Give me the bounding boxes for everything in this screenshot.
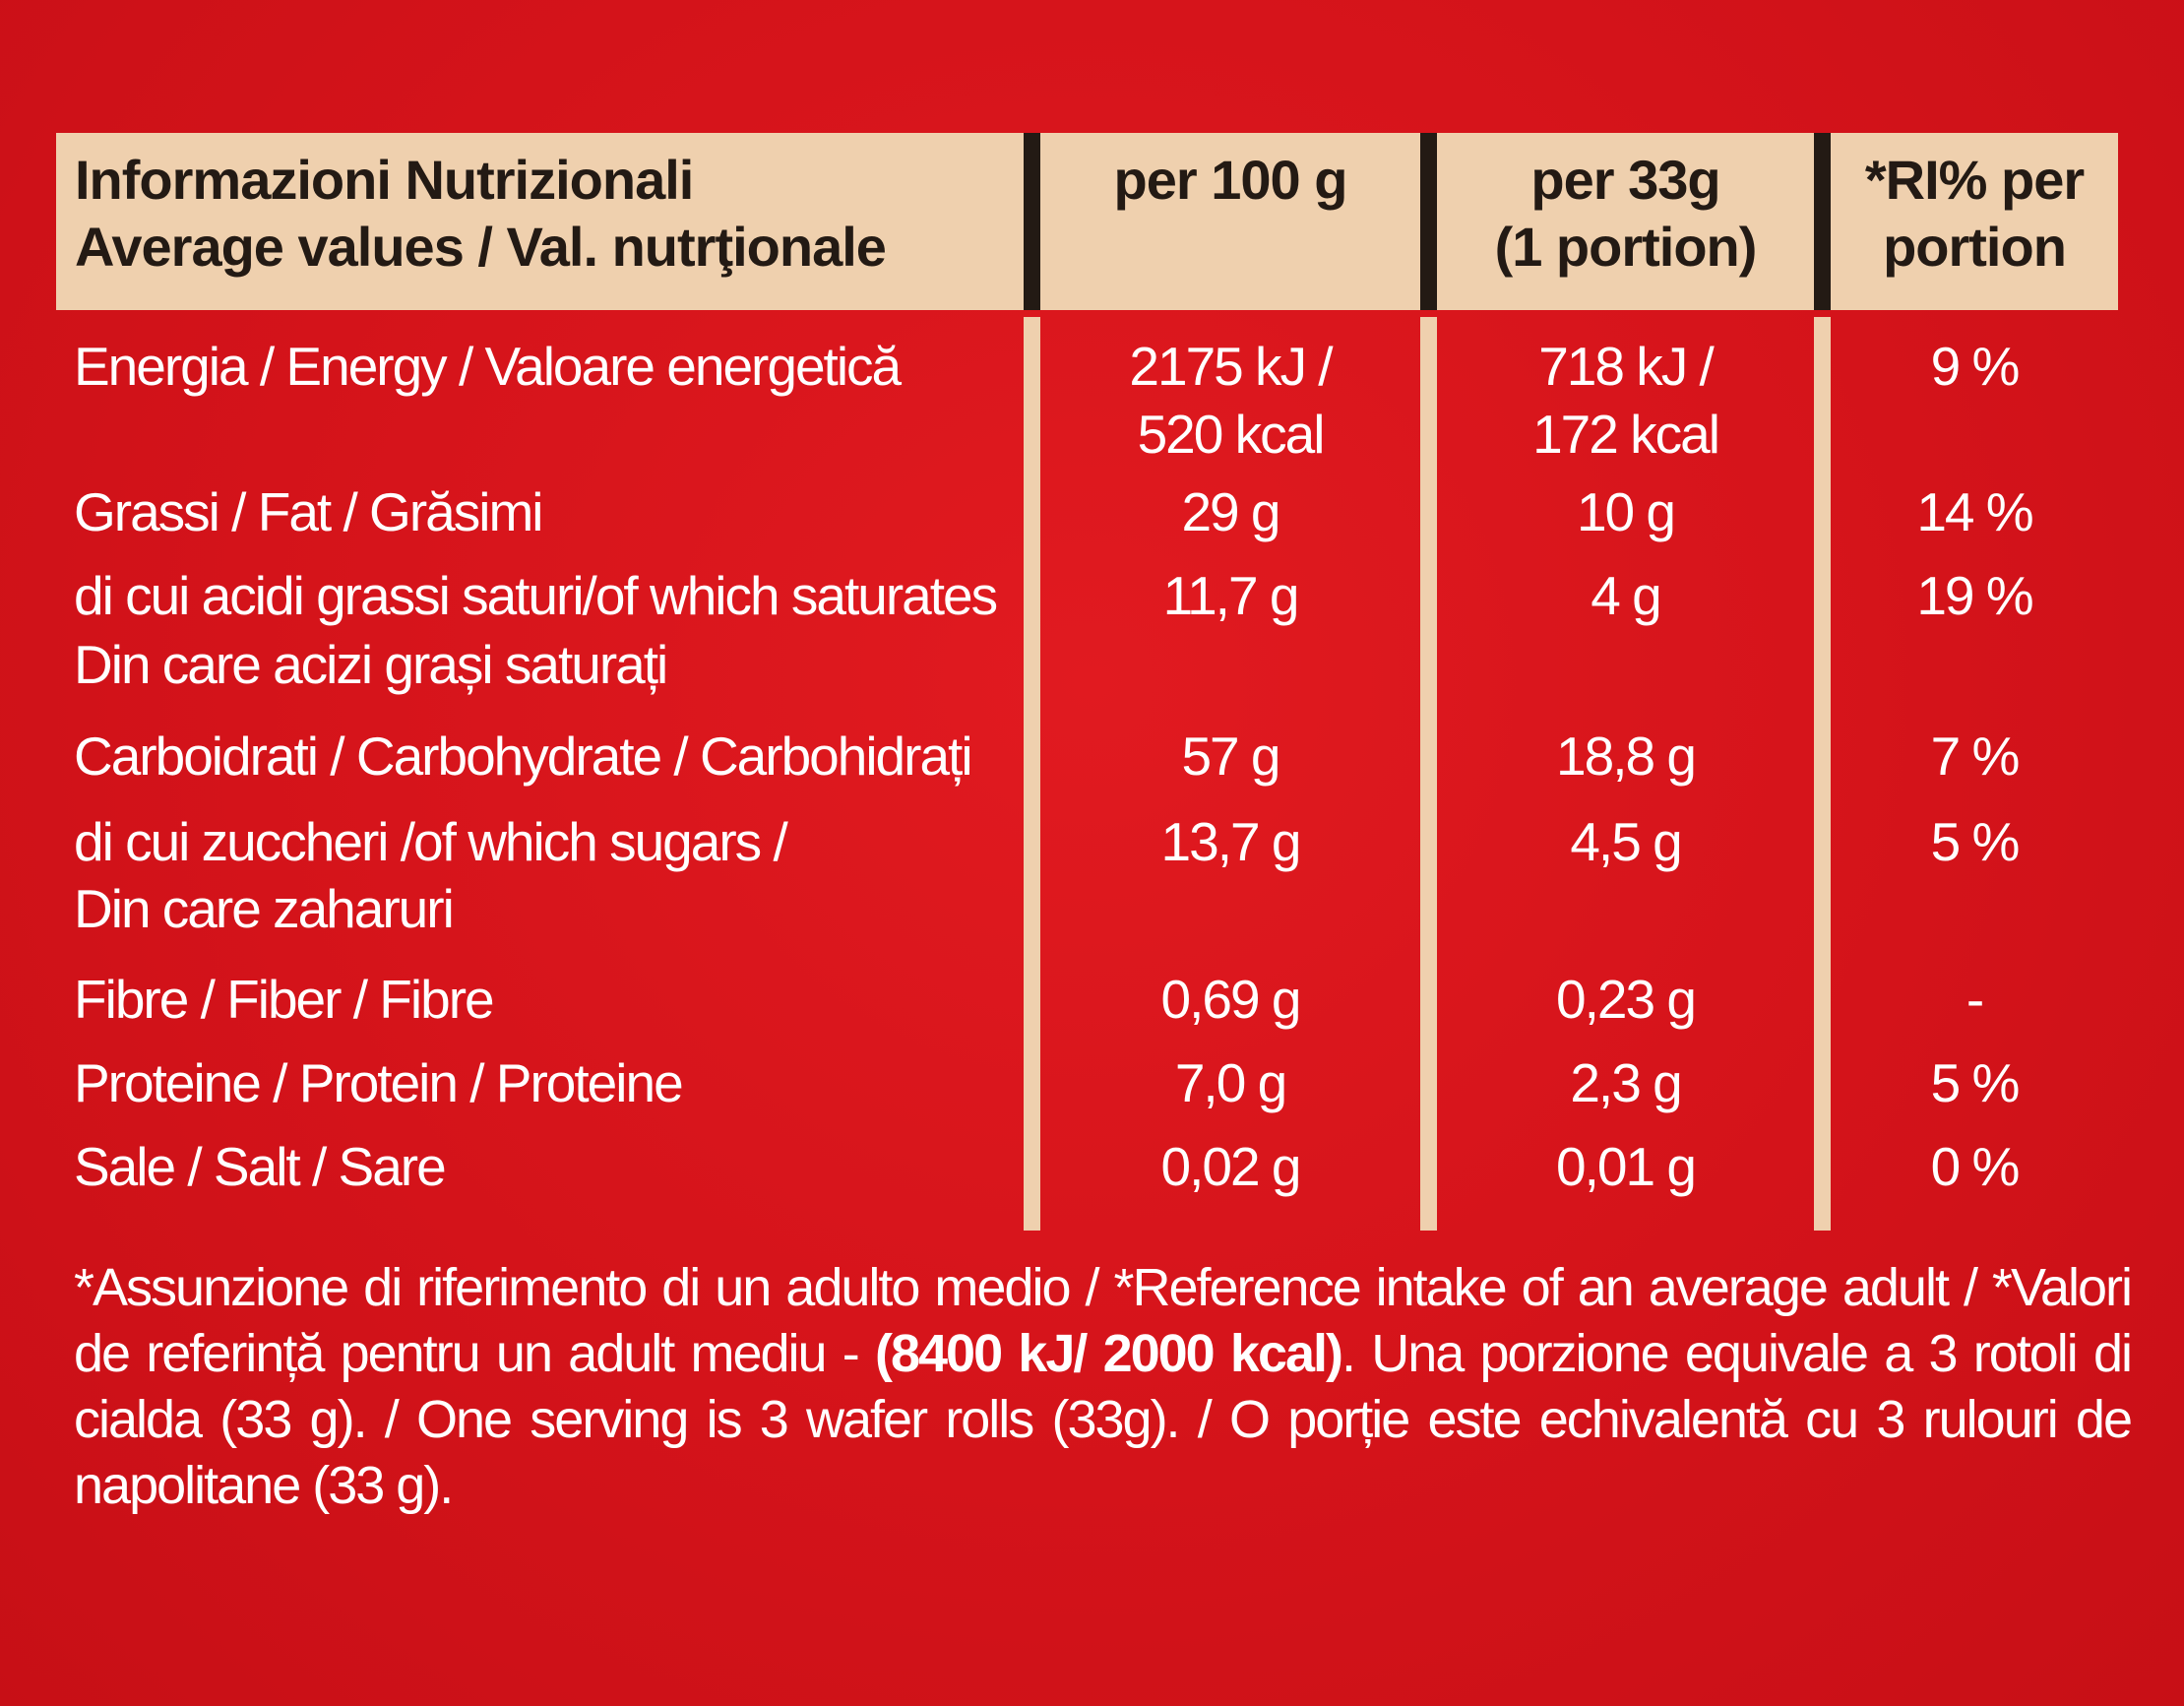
header-ri-line2: portion [1883, 216, 2067, 278]
row-saturates-ri: 19 % [1916, 565, 2033, 626]
row-salt-per100: 0,02 g [1160, 1136, 1302, 1197]
row-fat-label: Grassi / Fat / Grăsimi [74, 481, 543, 542]
footnote: *Assunzione di riferimento di un adulto … [74, 1255, 2133, 1519]
row-fibre-per100: 0,69 g [1160, 969, 1302, 1030]
header-ri-line1: *RI% per [1864, 149, 2085, 211]
row-saturates-per100: 11,7 g [1162, 565, 1300, 626]
row-carbohydrate-ri: 7 % [1930, 726, 2021, 787]
row-fibre-ri: - [1966, 969, 1984, 1030]
row-salt-ri: 0 % [1930, 1136, 2021, 1197]
row-carbohydrate-per33: 18,8 g [1556, 726, 1697, 787]
row-sugars-ri: 5 % [1930, 811, 2021, 872]
header-label-line1: Informazioni Nutrizionali [75, 149, 694, 211]
row-fibre-per33: 0,23 g [1556, 969, 1697, 1030]
header-band-ri [1831, 133, 2118, 310]
row-saturates-label2: Din care acizi grași saturați [74, 634, 668, 695]
row-sugars-label2: Din care zaharuri [74, 878, 455, 939]
header-divider [1420, 133, 1437, 310]
row-carbohydrate-label: Carboidrati / Carbohydrate / Carbohidraț… [74, 726, 973, 787]
row-protein-per100: 7,0 g [1174, 1052, 1287, 1113]
row-energy-label: Energia / Energy / Valoare energetică [74, 336, 902, 397]
header-divider [1024, 133, 1040, 310]
row-fat-per33: 10 g [1576, 481, 1676, 542]
header-per100: per 100 g [1113, 149, 1348, 211]
column-divider [1024, 317, 1040, 1231]
row-salt-label: Sale / Salt / Sare [74, 1136, 447, 1197]
row-energy-per100-line1: 2175 kJ / [1129, 336, 1333, 397]
row-sugars-label: di cui zuccheri /of which sugars / [74, 811, 788, 872]
row-energy-ri: 9 % [1930, 336, 2021, 397]
header-band-label [56, 133, 1024, 310]
footnote-bold: (8400 kJ/ 2000 kcal) [874, 1324, 1343, 1383]
column-divider [1814, 317, 1831, 1231]
row-fat-per100: 29 g [1181, 481, 1280, 542]
row-salt-per33: 0,01 g [1556, 1136, 1697, 1197]
header-label-line2: Average values / Val. nutrţionale [75, 216, 887, 278]
row-energy-per100-line2: 520 kcal [1137, 404, 1326, 465]
header-band-per33 [1437, 133, 1814, 310]
header-band-per100 [1040, 133, 1420, 310]
column-divider [1420, 317, 1437, 1231]
row-protein-ri: 5 % [1930, 1052, 2021, 1113]
footnote-text-before: *Assunzione di riferimento di un adulto … [74, 1258, 2133, 1383]
row-energy-per33-line2: 172 kcal [1532, 404, 1720, 465]
row-fat-ri: 14 % [1916, 481, 2033, 542]
row-saturates-label: di cui acidi grassi saturi/of which satu… [74, 565, 998, 626]
row-saturates-per33: 4 g [1591, 565, 1661, 626]
header-per33-line2: (1 portion) [1494, 216, 1758, 278]
row-sugars-per33: 4,5 g [1570, 811, 1682, 872]
header-per33-line1: per 33g [1530, 149, 1720, 211]
row-energy-per33-line1: 718 kJ / [1538, 336, 1715, 397]
footnote-text-after: . Una porzione equivale a 3 rotoli di ci… [74, 1324, 2133, 1515]
row-protein-label: Proteine / Protein / Proteine [74, 1052, 684, 1113]
header-divider [1814, 133, 1831, 310]
row-protein-per33: 2,3 g [1570, 1052, 1682, 1113]
row-sugars-per100: 13,7 g [1160, 811, 1302, 872]
row-carbohydrate-per100: 57 g [1181, 726, 1280, 787]
row-fibre-label: Fibre / Fiber / Fibre [74, 969, 495, 1030]
